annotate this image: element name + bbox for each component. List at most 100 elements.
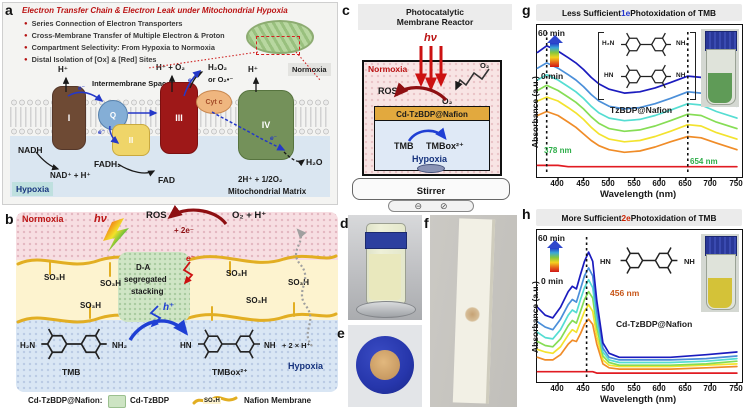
yellow-liquid	[708, 278, 732, 308]
h-456nm-label: 456 nm	[610, 288, 640, 298]
vial-photo	[348, 215, 422, 320]
zoom-region-box	[256, 36, 300, 55]
h-title-prefix: More Sufficient	[561, 212, 622, 223]
matrix-label: Mitochondrial Matrix	[228, 187, 307, 196]
normoxia-label: Normoxia	[368, 64, 408, 74]
g-tick-450: 450	[576, 179, 590, 188]
bullet-1: Series Connection of Electron Transporte…	[24, 19, 183, 28]
hole-label: h⁺	[163, 302, 175, 313]
legend-prefix: Cd-TzBDP@Nafion:	[28, 396, 103, 405]
legend-cd-tzbdp: Cd-TzBDP	[130, 396, 170, 405]
reactor-title-1: Photocatalytic	[405, 7, 465, 17]
g-tick-650: 650	[678, 179, 692, 188]
electron-label: e⁻	[188, 77, 196, 84]
tmbox-structure	[196, 326, 262, 362]
tmbox-label: TMBox²⁺	[212, 367, 248, 377]
g-xlabel: Wavelength (nm)	[600, 189, 677, 200]
hypoxia-chamber	[374, 121, 490, 171]
hypoxia-label: Hypoxia	[412, 154, 448, 164]
time-colorbar-arrow	[546, 35, 563, 67]
g-tick-500: 500	[601, 179, 615, 188]
h-tick-600: 600	[652, 384, 666, 393]
bracket-right	[690, 32, 696, 100]
vial-body	[706, 49, 736, 105]
tmbox-imine-left: HN	[180, 341, 192, 350]
g-tick-550: 550	[627, 179, 641, 188]
so3h-label: SO₃H	[226, 269, 248, 278]
h2o-label: H₂O	[306, 157, 323, 167]
g-654nm-label: 654 nm	[690, 157, 718, 166]
normoxia-label: Normoxia	[22, 214, 64, 224]
membrane-wave-lines	[16, 254, 338, 324]
time-colorbar-arrow	[546, 240, 563, 272]
hv-label: hν	[94, 213, 107, 225]
stirrer-label: Stirrer	[416, 186, 446, 197]
h-plus-o2-label: H⁺ + O₂	[156, 63, 185, 72]
tmb-amine-left: H₂N	[20, 341, 36, 350]
tmb-structure-inset	[617, 30, 675, 59]
stirrer-unit: Stirrer	[352, 178, 510, 200]
panel-g-title: Less Sufficient 1e Photoxidation of TMB	[536, 4, 742, 21]
complex-i: I	[52, 86, 86, 150]
electron-label: e⁻	[98, 129, 106, 136]
g-mol-h2n: H₂N	[602, 40, 615, 47]
knob-minus-icon: ⊖	[414, 200, 422, 211]
h-plus-label: H⁺	[58, 65, 68, 74]
membrane-strip-photo	[430, 215, 517, 407]
reactor-title-2: Membrane Reactor	[396, 16, 474, 27]
membrane-disc	[370, 350, 400, 380]
g-mol-hn: HN	[604, 72, 614, 79]
g-mol-nh2: NH₂	[676, 40, 689, 47]
h-tick-500: 500	[601, 384, 615, 393]
vial-cap	[705, 31, 737, 51]
nad-label: NAD⁺ + H⁺	[50, 171, 91, 180]
catalyst-spot	[464, 306, 481, 323]
electron-label: e⁻	[270, 135, 278, 142]
panel-letter-f: f	[424, 215, 429, 231]
vial-liquid	[369, 254, 401, 300]
normoxia-badge: Normoxia	[288, 63, 331, 76]
h-ylabel: Absorbance (a.u.)	[530, 281, 540, 353]
panel-letter-d: d	[340, 215, 349, 231]
chart-h-canvas	[536, 237, 738, 386]
h-tick-650: 650	[678, 384, 692, 393]
cytochrome-c: Cyt c	[196, 90, 232, 114]
bullet-2: Cross-Membrane Transfer of Multiple Elec…	[24, 31, 225, 40]
panel-h-title: More Sufficient 2e Photoxidation of TMB	[536, 209, 742, 226]
h-time-end: 60 min	[538, 233, 565, 243]
g-time-end: 60 min	[538, 28, 565, 38]
tmb-amine-right: NH₂	[112, 341, 128, 350]
bullet-4: Distal Isolation of [Ox] & [Red] Sites	[24, 55, 157, 64]
vial-body	[706, 254, 736, 310]
ros-label: ROS	[378, 86, 398, 96]
complex-ii: II	[112, 124, 150, 156]
intermembrane-space-label: Intermembrane Space	[92, 79, 171, 88]
g-title-suffix: Photoxidation of TMB	[630, 7, 716, 18]
mitochondrion-icon	[246, 20, 314, 54]
h-title-suffix: Photoxidation of TMB	[630, 212, 717, 223]
h-tick-450: 450	[576, 384, 590, 393]
metal-base	[356, 301, 416, 318]
panel-letter-c: c	[342, 2, 350, 18]
g-mol-nh: NH	[676, 72, 686, 79]
g-378nm-label: 378 nm	[544, 146, 572, 155]
plus-2e-label: + 2e⁻	[174, 226, 195, 235]
fad-label: FAD	[158, 175, 175, 185]
o2-label: O₂	[442, 96, 453, 106]
o2-h-label: O₂ + H⁺	[232, 210, 267, 221]
yellow-solution-vial-photo	[701, 234, 739, 312]
so3h-label: SO₃H	[288, 278, 310, 287]
h-xlabel: Wavelength (nm)	[600, 394, 677, 405]
g-ylabel: Absorbance (a.u.)	[530, 76, 540, 148]
catalyst-label: Cd-TzBDP@Nafion	[396, 110, 468, 119]
da-line3: stacking	[131, 287, 164, 296]
h-time-start: 0 min	[541, 276, 564, 286]
g-tick-400: 400	[550, 179, 564, 188]
membrane-cap-photo	[348, 325, 422, 407]
g-tick-600: 600	[652, 179, 666, 188]
h-tick-550: 550	[627, 384, 641, 393]
h-title-2e: 2e	[621, 212, 631, 223]
electron-label: e⁻	[186, 253, 196, 263]
h-mol-hn: HN	[600, 257, 611, 266]
